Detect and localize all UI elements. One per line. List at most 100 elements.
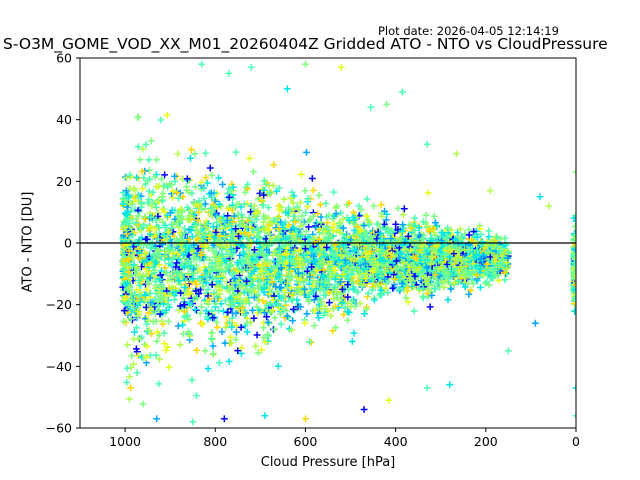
scatter-point-3953 [381, 207, 388, 215]
scatter-point-2962 [134, 335, 142, 343]
scatter-point-3594 [478, 240, 485, 248]
scatter-point-3174 [234, 214, 242, 222]
scatter-point-3353 [135, 277, 142, 285]
scatter-point-2618 [193, 346, 201, 354]
scatter-point-4613 [545, 202, 553, 210]
scatter-point-3992 [267, 300, 274, 308]
scatter-point-3834 [380, 276, 388, 284]
scatter-point-3939 [440, 283, 448, 291]
scatter-point-3694 [134, 263, 141, 271]
scatter-point-3991 [218, 250, 226, 258]
scatter-point-1172 [425, 226, 433, 233]
scatter-point-3981 [336, 219, 344, 226]
scatter-point-4014 [301, 285, 308, 293]
scatter-point-3299 [221, 339, 229, 347]
scatter-point-4419 [121, 224, 128, 232]
scatter-point-3241 [196, 266, 204, 274]
scatter-point-3964 [362, 275, 369, 282]
scatter-point-2464 [234, 259, 242, 267]
scatter-point-564 [310, 187, 317, 194]
scatter-point-4109 [476, 251, 483, 258]
scatter-point-2287 [279, 277, 286, 285]
scatter-point-4172 [134, 308, 142, 315]
scatter-point-3706 [159, 218, 167, 226]
scatter-point-4188 [147, 230, 154, 238]
scatter-point-4603 [302, 60, 309, 68]
scatter-point-2604 [356, 236, 364, 244]
scatter-point-2904 [147, 213, 155, 221]
scatter-point-3804 [292, 262, 300, 270]
scatter-point-4622 [446, 381, 454, 389]
scatter-point-3216 [263, 276, 271, 284]
scatter-point-3494 [245, 231, 253, 239]
scatter-point-1116 [315, 314, 323, 322]
scatter-point-3358 [448, 238, 456, 246]
scatter-point-2613 [230, 212, 238, 220]
scatter-point-3924 [306, 338, 313, 346]
scatter-point-4197 [127, 315, 135, 323]
scatter-point-336 [326, 299, 333, 306]
scatter-point-2834 [244, 217, 252, 224]
scatter-point-4140 [133, 174, 140, 181]
scatter-point-4599 [571, 274, 576, 281]
scatter-point-3533 [414, 258, 422, 266]
scatter-point-3444 [236, 283, 244, 290]
scatter-point-1341 [204, 365, 212, 372]
scatter-point-3521 [325, 280, 333, 288]
scatter-point-4413 [120, 266, 127, 274]
scatter-point-3378 [193, 249, 201, 257]
scatter-point-3986 [221, 223, 229, 230]
scatter-point-4033 [174, 250, 182, 258]
scatter-point-3528 [344, 274, 352, 282]
scatter-point-896 [461, 230, 469, 238]
scatter-point-3725 [287, 284, 294, 291]
scatter-point-2879 [204, 300, 212, 308]
scatter-point-4152 [297, 222, 304, 230]
scatter-point-1594 [255, 285, 263, 293]
scatter-point-1011 [176, 341, 184, 349]
scatter-point-4620 [385, 396, 393, 404]
scatter-point-3775 [274, 288, 281, 295]
scatter-point-2623 [184, 328, 192, 336]
scatter-point-1805 [273, 187, 280, 195]
scatter-point-125 [246, 155, 253, 162]
scatter-point-3730 [295, 269, 302, 277]
scatter-point-3947 [183, 175, 191, 183]
scatter-point-4412 [125, 268, 132, 276]
scatter-point-3310 [210, 289, 218, 297]
scatter-point-4071 [215, 238, 222, 246]
scatter-point-3198 [193, 392, 200, 399]
scatter-point-3819 [424, 189, 432, 197]
scatter-point-3909 [273, 236, 280, 244]
scatter-point-755 [256, 190, 264, 197]
scatter-point-4174 [387, 253, 395, 261]
scatter-point-4142 [400, 205, 408, 213]
scatter-point-3632 [300, 278, 308, 286]
x-tick-label-0: 0 [572, 434, 580, 449]
scatter-point-3120 [189, 296, 197, 304]
scatter-point-111 [340, 311, 348, 318]
scatter-point-3941 [400, 264, 408, 271]
scatter-point-2666 [298, 241, 306, 248]
scatter-point-452 [133, 348, 141, 356]
scatter-point-3692 [474, 233, 481, 241]
scatter-point-3584 [344, 281, 352, 288]
scatter-point-4193 [242, 298, 250, 306]
scatter-point-3732 [153, 183, 161, 190]
scatter-point-4176 [467, 262, 475, 270]
scatter-point-4415 [120, 257, 128, 265]
scatter-point-2415 [206, 164, 214, 172]
scatter-point-1258 [145, 156, 153, 164]
scatter-point-3852 [151, 200, 159, 208]
scatter-point-1278 [422, 263, 429, 270]
scatter-point-3945 [243, 328, 251, 336]
scatter-point-3334 [184, 215, 191, 223]
scatter-point-947 [212, 229, 220, 236]
scatter-point-2999 [288, 326, 295, 334]
scatter-point-3588 [215, 283, 223, 291]
scatter-point-1745 [476, 225, 484, 233]
scatter-point-4410 [121, 250, 128, 257]
scatter-point-4158 [380, 257, 388, 265]
scatter-point-1378 [400, 224, 408, 232]
scatter-point-1564 [363, 306, 370, 313]
